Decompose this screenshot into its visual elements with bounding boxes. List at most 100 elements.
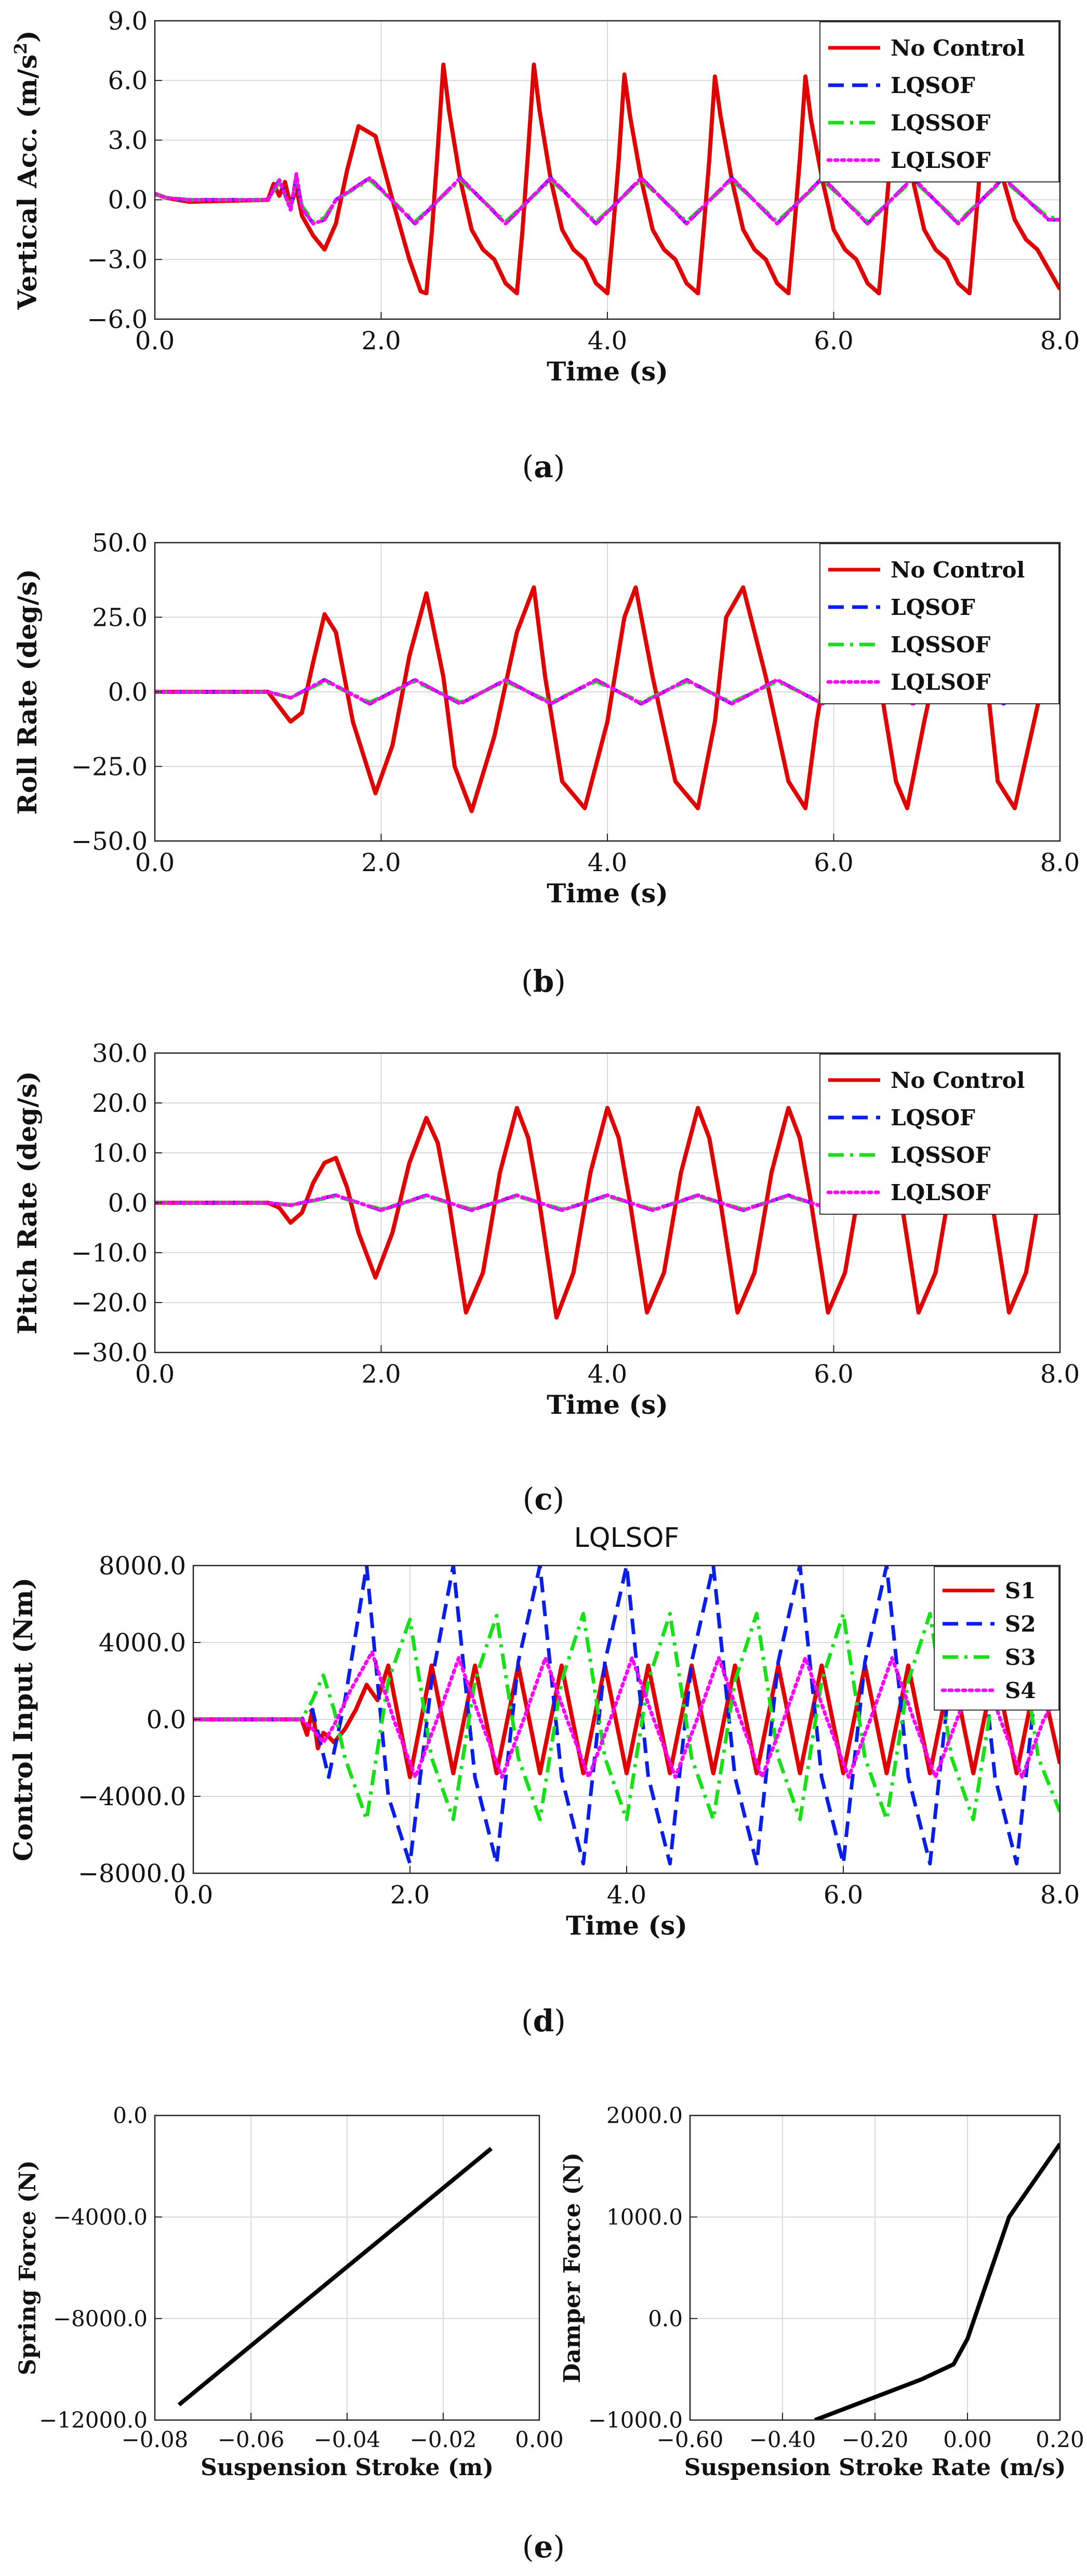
x-tick-label: 4.0 <box>588 326 627 356</box>
series-line-s4 <box>193 1650 1060 1779</box>
x-tick-label: 2.0 <box>390 1881 430 1910</box>
y-axis-label: Pitch Rate (deg/s) <box>12 1071 43 1335</box>
x-tick-label: 6.0 <box>824 1881 863 1910</box>
chart-b: 0.0 2.0 4.0 6.0 8.0 −50.0 −25.0 0.0 25.0 50.0 Time… <box>12 529 1080 999</box>
chart-e-right: −0.60 −0.40 −0.20 0.00 0.20 −1000.0 0.0 1000.0 2… <box>559 2103 1084 2481</box>
x-tick-label: 8.0 <box>1040 848 1080 877</box>
series-line-s2 <box>193 1566 1060 1865</box>
chart-a: 0.0 2.0 4.0 6.0 8.0 −6.0 −3.0 0.0 3.0 6.0 9.0 Time … <box>10 7 1080 484</box>
legend-entry-lqlsof: LQLSOF <box>891 1180 991 1205</box>
x-axis-label: Time (s) <box>547 878 668 909</box>
subfigure-caption: (e) <box>522 2529 565 2565</box>
x-tick-label: 4.0 <box>607 1881 646 1910</box>
y-tick-label: −8000.0 <box>78 1859 186 1888</box>
x-tick-label: 0.20 <box>1036 2427 1084 2452</box>
x-tick-label: −0.20 <box>842 2427 909 2452</box>
chart-c: 0.0 2.0 4.0 6.0 8.0 −30.0 −20.0 −10.0 0.0 10.0 20.… <box>12 1039 1080 1517</box>
x-tick-label: 2.0 <box>361 1360 401 1389</box>
x-axis-label: Time (s) <box>566 1910 687 1941</box>
legend-entry-no-control: No Control <box>891 1068 1025 1093</box>
y-tick-label: −4000.0 <box>78 1782 186 1811</box>
series-line-s3 <box>193 1612 1060 1821</box>
y-tick-label: −1000.0 <box>588 2408 683 2433</box>
y-tick-label: 0.0 <box>108 678 148 707</box>
y-tick-label: −4000.0 <box>53 2204 148 2230</box>
x-tick-label: −0.02 <box>410 2427 477 2452</box>
subfigure-caption-letter: b <box>533 964 554 999</box>
y-tick-label: 8000.0 <box>99 1552 186 1581</box>
y-axis-label-superscript: 2 <box>10 43 31 55</box>
y-axis-label: Damper Force (N) <box>559 2152 586 2383</box>
legend-entry-lqlsof: LQLSOF <box>891 148 991 173</box>
x-tick-label: 8.0 <box>1040 1360 1080 1389</box>
x-axis-label: Suspension Stroke Rate (m/s) <box>684 2454 1066 2481</box>
y-tick-label: 30.0 <box>92 1039 148 1068</box>
series-line-lqlsof <box>155 172 1060 226</box>
subfigure-caption: (d) <box>521 2003 566 2039</box>
legend-entry-s2: S2 <box>1005 1611 1036 1637</box>
y-tick-label: 50.0 <box>92 529 148 558</box>
x-tick-label: 4.0 <box>588 848 627 877</box>
x-tick-label: −0.04 <box>314 2427 381 2452</box>
y-tick-label: −8000.0 <box>53 2306 148 2331</box>
subfigure-caption-letter: e <box>534 2529 553 2565</box>
x-tick-label: 8.0 <box>1040 1881 1080 1910</box>
y-tick-label: 0.0 <box>108 1189 148 1218</box>
x-tick-label: 8.0 <box>1040 326 1080 356</box>
y-tick-label: −50.0 <box>71 827 148 856</box>
y-tick-label: −12000.0 <box>39 2408 148 2433</box>
y-tick-label: 6.0 <box>108 67 148 96</box>
subfigure-caption-letter: d <box>533 2003 554 2039</box>
y-tick-label: 1000.0 <box>606 2204 683 2230</box>
legend-entry-lqsof: LQSOF <box>891 73 975 98</box>
x-tick-label: 6.0 <box>814 1360 853 1389</box>
y-tick-label: 3.0 <box>108 126 148 155</box>
x-tick-label: 0.00 <box>943 2427 992 2452</box>
series-line-curve <box>814 2143 1060 2420</box>
x-tick-label: 0.0 <box>174 1881 213 1910</box>
x-tick-label: 0.0 <box>135 848 175 877</box>
y-tick-label: 2000.0 <box>606 2103 683 2128</box>
series-line-no-control <box>155 1106 1060 1320</box>
subfigure-caption-letter: c <box>534 1481 552 1517</box>
legend-entry-lqssof: LQSSOF <box>891 110 990 136</box>
y-tick-label: 0.0 <box>147 1705 186 1734</box>
legend-entry-no-control: No Control <box>891 35 1025 61</box>
legend-entry-no-control: No Control <box>891 557 1025 583</box>
x-tick-label: −0.40 <box>749 2427 816 2452</box>
y-tick-label: 9.0 <box>108 7 148 36</box>
x-tick-label: 0.0 <box>135 1360 175 1389</box>
y-tick-label: −20.0 <box>71 1289 148 1318</box>
y-axis-label: Control Input (Nm) <box>8 1578 38 1861</box>
y-tick-label: 20.0 <box>92 1089 148 1118</box>
y-axis-label: Vertical Acc. (m/s2) <box>10 30 43 310</box>
legend-entry-lqssof: LQSSOF <box>891 632 990 658</box>
y-tick-label: −6.0 <box>87 305 148 334</box>
y-tick-label: 0.0 <box>113 2103 148 2128</box>
x-tick-label: 6.0 <box>814 326 853 356</box>
chart-e-left: −0.08 −0.06 −0.04 −0.02 0.00 −12000.0 −8000.0 −… <box>15 2103 565 2565</box>
legend-entry-lqsof: LQSOF <box>891 1105 975 1131</box>
subfigure-caption: (c) <box>523 1481 565 1517</box>
y-tick-label: 4000.0 <box>99 1628 186 1658</box>
x-tick-label: 6.0 <box>814 848 853 877</box>
legend-entry-lqlsof: LQLSOF <box>891 669 991 695</box>
chart-d: 0.0 2.0 4.0 6.0 8.0 −8000.0 −4000.0 0.0 4000.0 80… <box>8 1522 1080 2039</box>
legend-entry-lqssof: LQSSOF <box>891 1142 990 1168</box>
legend-entry-s3: S3 <box>1005 1645 1036 1670</box>
subfigure-caption-letter: a <box>534 449 553 484</box>
legend-entry-s4: S4 <box>1005 1678 1036 1703</box>
series-line-curve <box>177 2147 493 2407</box>
y-tick-label: −30.0 <box>71 1338 148 1368</box>
y-tick-label: −10.0 <box>71 1239 148 1268</box>
x-tick-label: 2.0 <box>361 848 401 877</box>
y-tick-label: 25.0 <box>92 603 148 632</box>
y-tick-label: 10.0 <box>92 1139 148 1168</box>
y-axis-label-end: ) <box>12 30 43 43</box>
y-axis-label: Roll Rate (deg/s) <box>12 569 43 814</box>
subfigure-caption: (b) <box>521 964 566 999</box>
x-axis-label: Time (s) <box>547 1389 668 1420</box>
legend-entry-lqsof: LQSOF <box>891 595 975 620</box>
x-tick-label: −0.06 <box>218 2427 285 2452</box>
